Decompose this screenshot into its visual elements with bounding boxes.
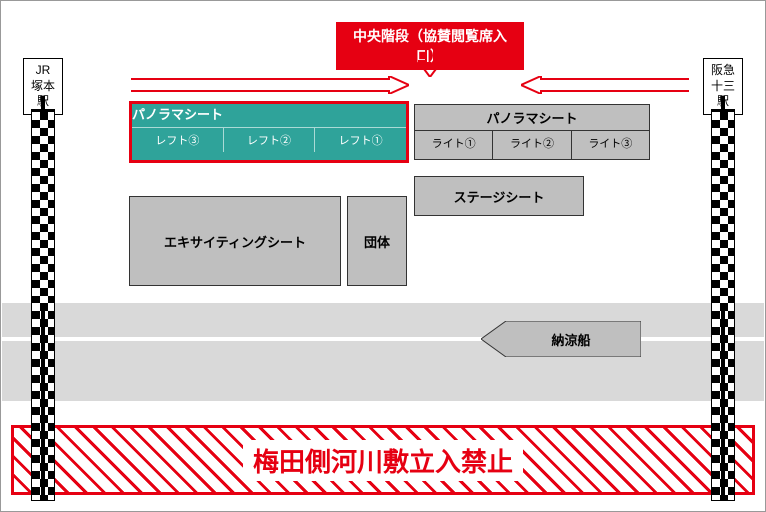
panorama-right-block: パノラマシート ライト① ライト② ライト③ — [414, 104, 650, 160]
panorama-right-cell-2: ライト② — [493, 131, 571, 159]
panorama-left-title: パノラマシート — [132, 104, 406, 123]
group-block: 団体 — [347, 196, 407, 286]
pole-left-overlay — [41, 303, 45, 501]
pole-right-overlay — [721, 303, 725, 501]
down-arrow-icon — [418, 47, 442, 77]
no-entry-zone: 梅田側河川敷立入禁止 — [11, 425, 755, 495]
water-band-2 — [2, 341, 764, 401]
station-right-line1: 阪急 — [711, 63, 735, 77]
exciting-seat-block: エキサイティングシート — [129, 196, 341, 286]
boat-label: 納涼船 — [551, 330, 590, 349]
seating-map: 中央階段（協賛閲覧席入口） JR 塚本駅 阪急 十三駅 パノラマシート レフト③… — [0, 0, 766, 512]
panorama-right-cell-3: ライト③ — [572, 131, 649, 159]
group-label: 団体 — [364, 232, 390, 251]
panorama-left-cell-3: レフト③ — [132, 128, 224, 152]
boat-label-wrap: 納涼船 — [511, 321, 631, 357]
panorama-right-cell-1: ライト① — [415, 131, 493, 159]
panorama-left-block: パノラマシート レフト③ レフト② レフト① — [129, 101, 409, 163]
water-band-1 — [2, 303, 764, 337]
panorama-left-cell-1: レフト① — [315, 128, 406, 152]
stage-seat-block: ステージシート — [414, 176, 584, 216]
flow-arrow-right-icon — [131, 76, 409, 94]
no-entry-text: 梅田側河川敷立入禁止 — [243, 440, 523, 481]
panorama-left-cell-2: レフト② — [224, 128, 316, 152]
station-left-line1: JR — [36, 63, 51, 77]
panorama-right-title: パノラマシート — [415, 105, 649, 130]
exciting-seat-label: エキサイティングシート — [164, 232, 306, 251]
stage-seat-label: ステージシート — [454, 187, 545, 206]
flow-arrow-left-icon — [521, 76, 689, 94]
